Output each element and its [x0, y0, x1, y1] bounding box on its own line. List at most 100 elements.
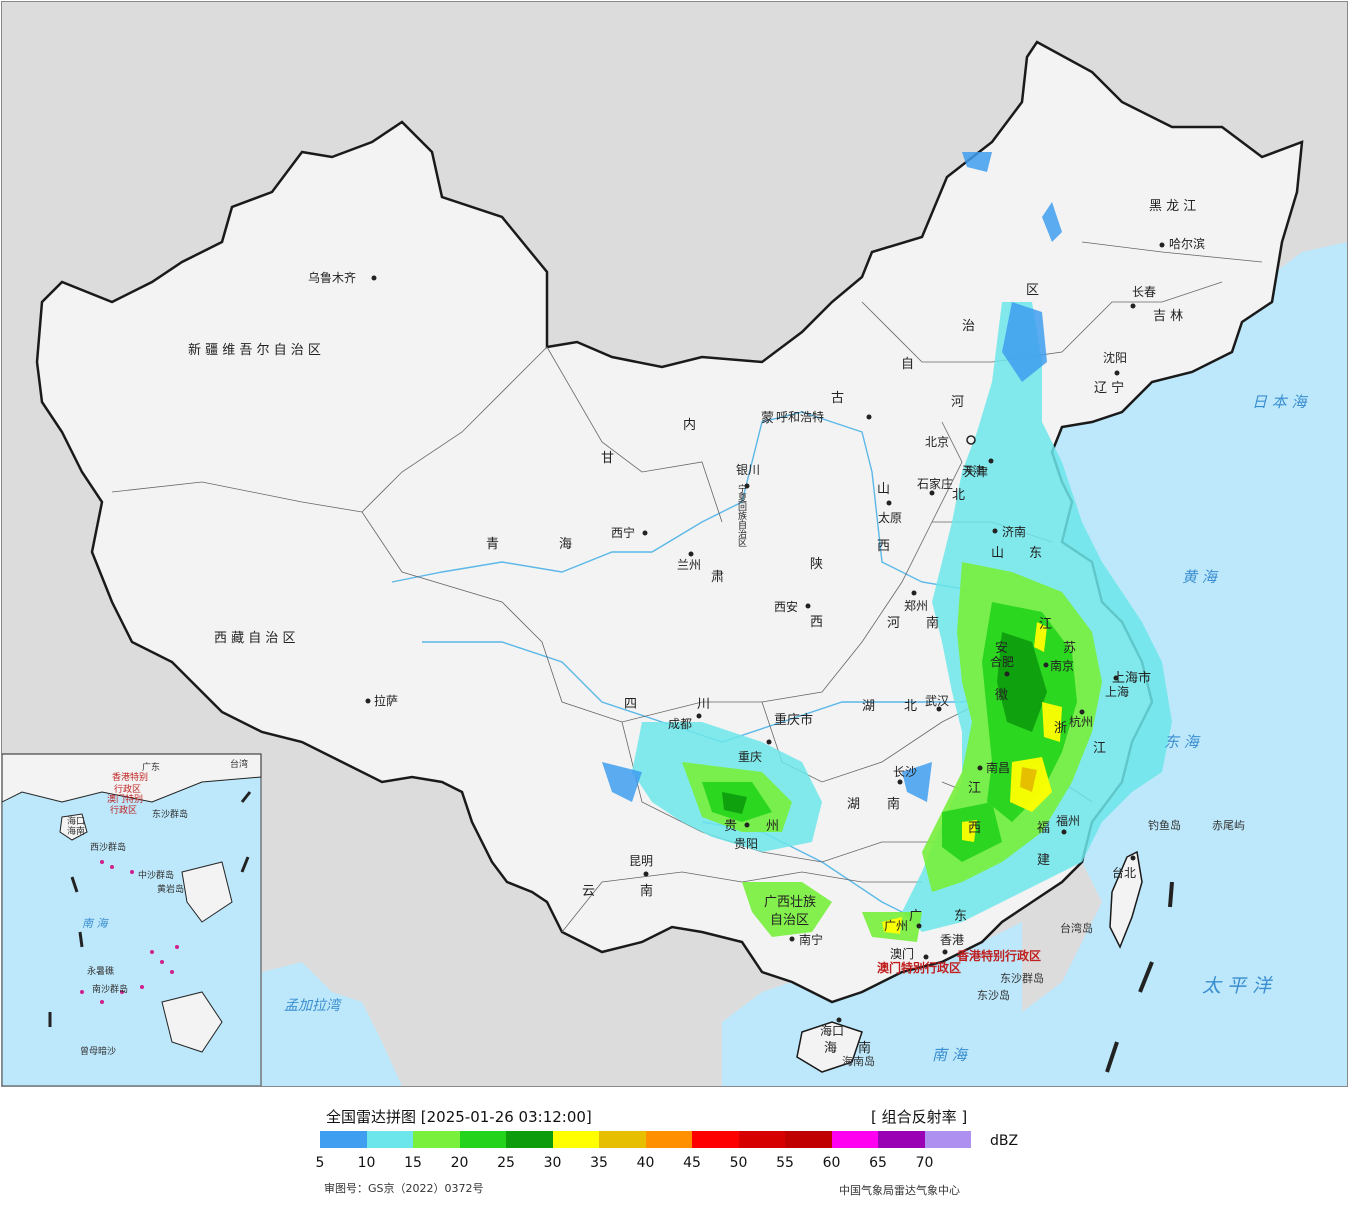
province-label: 江 [1039, 617, 1052, 632]
inset-label: 行政区 [114, 783, 141, 795]
radar-echoes [602, 152, 1172, 942]
radar-map: 新 疆 维 吾 尔 自 治 区 西 藏 自 治 区 青 海 甘 肃 内 蒙 古 … [1, 1, 1348, 1087]
legend-title: 全国雷达拼图 [2025-01-26 03:12:00] [326, 1108, 592, 1126]
province-label: 自治区 [770, 913, 809, 928]
inset-label: 广东 [142, 761, 160, 773]
scale-tick-label: 45 [683, 1155, 701, 1171]
city-label: 香港 [940, 933, 964, 947]
province-label: 河 [951, 395, 964, 410]
scale-tick-label: 40 [636, 1155, 655, 1171]
city-label: 长春 [1132, 285, 1156, 299]
city-label: 西安 [774, 599, 798, 614]
city-label: 哈尔滨 [1169, 236, 1205, 251]
province-label: 建 [1037, 853, 1050, 868]
province-label: 东 [1029, 546, 1042, 561]
province-label: 苏 [1063, 640, 1076, 656]
province-label: 南 [640, 883, 653, 899]
scale-tick-label: 15 [404, 1155, 422, 1171]
province-labels: 新 疆 维 吾 尔 自 治 区 西 藏 自 治 区 青 海 甘 肃 内 蒙 古 … [188, 199, 1196, 1056]
city-label: 银川 [736, 463, 760, 477]
sea-label: 黄 海 [1182, 568, 1219, 586]
scale-swatch [831, 1131, 878, 1148]
inset-label: 海口 [67, 815, 85, 827]
province-label: 徽 [995, 688, 1008, 703]
island-label: 东沙岛 [977, 988, 1010, 1002]
scale-tick-label: 25 [497, 1155, 515, 1171]
scale-swatch [459, 1131, 506, 1148]
city-label: 拉萨 [374, 693, 398, 708]
province-label: 安 [995, 641, 1008, 656]
province-label: 内 [683, 417, 696, 433]
province-label: 治 [962, 319, 975, 334]
scale-tick-label: 5 [315, 1155, 325, 1171]
province-label: 广西壮族 [764, 894, 816, 910]
scale-swatch [413, 1131, 460, 1148]
legend-unit: dBZ [990, 1133, 1019, 1149]
city-label: 昆明 [629, 854, 653, 868]
sea-label: 孟加拉湾 [284, 998, 342, 1014]
sea-label: 太 平 洋 [1202, 975, 1273, 997]
inset-label: 澳门特别 [107, 793, 143, 805]
city-label: 澳门 [890, 946, 914, 961]
scale-tick-label: 20 [450, 1155, 469, 1171]
scale-swatch [599, 1131, 646, 1148]
city-label: 长沙 [893, 765, 917, 779]
city-label: 北京 [925, 435, 949, 449]
inset-south-china-sea: 广东 香港特别 行政区 澳门特别 行政区 东沙群岛 海口 海南 西沙群岛 中沙群… [2, 753, 262, 1086]
scale-tick-label: 60 [822, 1155, 841, 1171]
city-label: 重庆 [738, 750, 762, 764]
scale-tick-label: 30 [543, 1155, 562, 1171]
province-label: 重庆市 [774, 712, 813, 728]
city-label: 石家庄 [917, 476, 953, 491]
city-label: 郑州 [904, 598, 928, 613]
province-label: 福 [1037, 821, 1050, 836]
review-number: 审图号：GS京（2022）0372号 [324, 1182, 484, 1195]
province-label: 北 [904, 699, 917, 714]
city-label: 武汉 [925, 694, 949, 708]
province-label: 吉 林 [1153, 309, 1183, 324]
city-label: 呼和浩特 [776, 409, 824, 424]
inset-label: 东沙群岛 [152, 808, 188, 820]
sea-label: 东 海 [1164, 733, 1201, 751]
province-label: 辽 宁 [1094, 380, 1124, 396]
scale-swatch [366, 1131, 413, 1148]
city-label: 太原 [878, 510, 902, 525]
city-label: 上海 [1105, 684, 1129, 699]
scale-swatch [738, 1131, 785, 1148]
inset-label: 海南 [67, 825, 85, 837]
map-canvas: 新 疆 维 吾 尔 自 治 区 西 藏 自 治 区 青 海 甘 肃 内 蒙 古 … [2, 40, 1347, 1086]
city-label: 海口 [820, 1023, 844, 1038]
scale-swatch [552, 1131, 599, 1148]
province-label: 新 疆 维 吾 尔 自 治 区 [188, 342, 321, 358]
inset-label: 中沙群岛 [138, 869, 174, 881]
province-label: 广 [909, 909, 922, 924]
inset-label: 曾母暗沙 [80, 1045, 116, 1057]
province-label: 湖 [847, 797, 860, 812]
province-label: 江 [968, 781, 981, 796]
sar-labels: 香港特别行政区 澳门特别行政区 [877, 948, 1041, 975]
hk-sar-label: 香港特别行政区 [956, 948, 1041, 963]
province-label: 江 [1093, 741, 1106, 756]
province-label: 河 [887, 616, 900, 631]
province-label: 北 [952, 488, 965, 503]
province-label: 山 [877, 482, 890, 497]
city-label: 台北 [1112, 865, 1136, 880]
city-label: 南昌 [986, 760, 1010, 775]
city-labels: 乌鲁木齐 拉萨 西宁 兰州 银川 呼和浩特 西安 太原 石家庄 北京 天津 济南… [308, 236, 1205, 1038]
scale-tick-label: 55 [776, 1155, 794, 1171]
scale-swatch [320, 1131, 367, 1148]
inset-label: 台湾 [230, 758, 248, 770]
scale-swatch [645, 1131, 692, 1148]
island-label: 东沙群岛 [1000, 971, 1044, 985]
island-label: 海南岛 [842, 1054, 875, 1068]
inset-label: 黄岩岛 [157, 883, 184, 895]
province-label: 湖 [862, 699, 875, 714]
scale-tick-label: 10 [357, 1155, 376, 1171]
province-label: 海 [559, 537, 572, 552]
sea-label: 南 海 [932, 1046, 969, 1064]
city-label: 西宁 [611, 525, 635, 540]
province-label: 宁夏回族自治区 [736, 483, 747, 547]
scale-tick-label: 70 [915, 1155, 934, 1171]
taiwan-island [1109, 850, 1143, 949]
province-label: 海 [824, 1041, 837, 1056]
